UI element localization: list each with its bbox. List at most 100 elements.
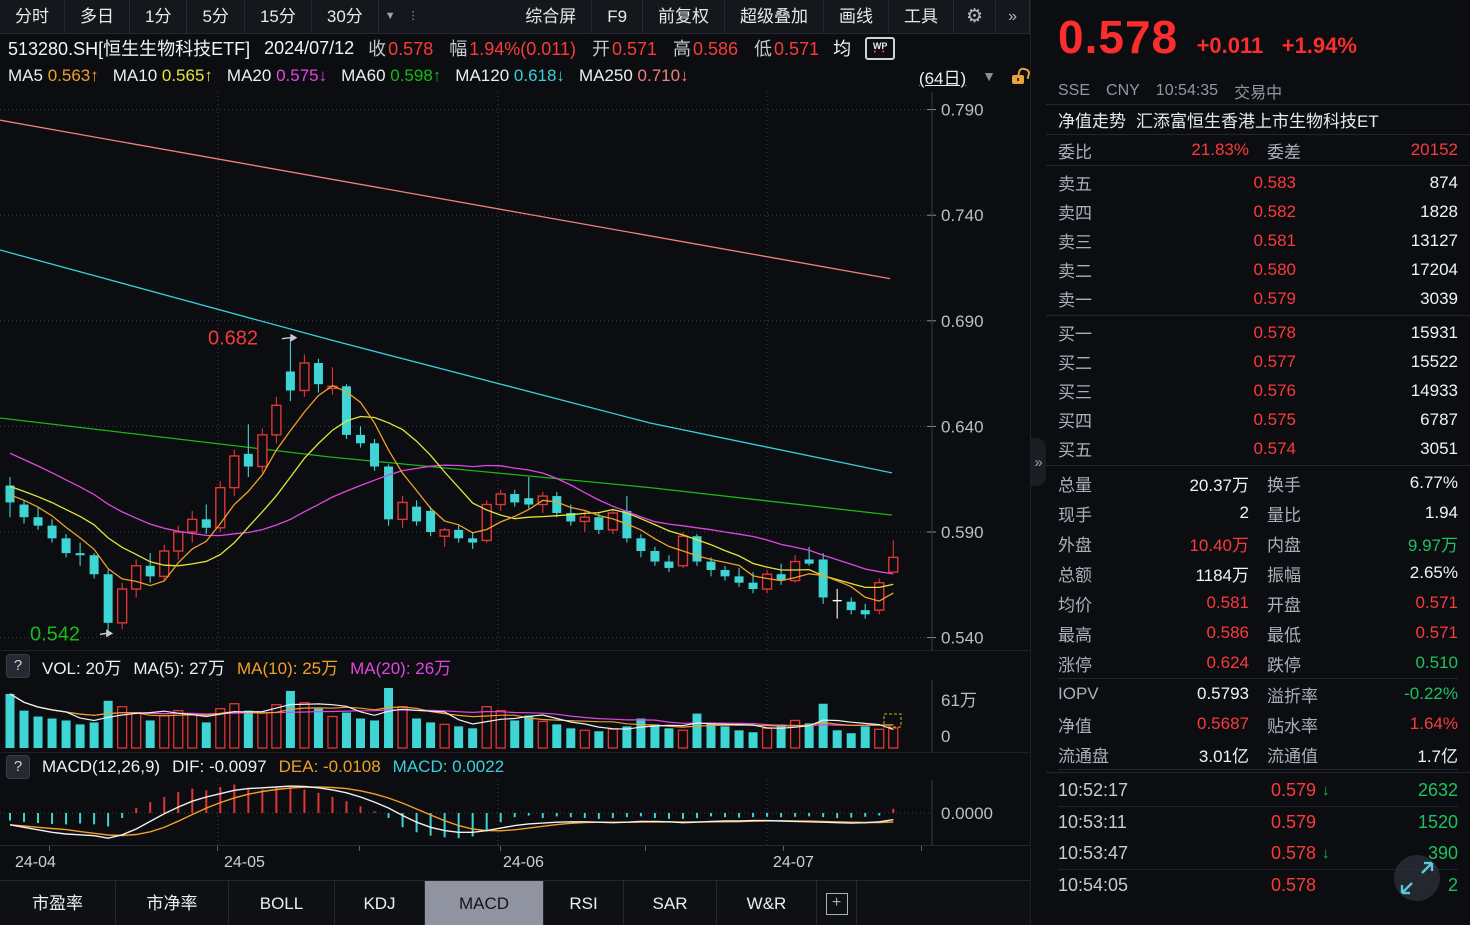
ask-row-卖五[interactable]: 卖五 0.583 874 bbox=[1058, 168, 1458, 197]
ma-window-dropdown[interactable]: (64日) bbox=[918, 68, 967, 88]
tick-time: 10:52:17 bbox=[1058, 780, 1129, 800]
x-axis-tick bbox=[500, 846, 501, 851]
level-price: 0.580 bbox=[1253, 259, 1296, 279]
stat-label: IOPV bbox=[1058, 684, 1099, 703]
avg-toggle[interactable]: 均 bbox=[833, 39, 852, 59]
quote-label: 低 bbox=[754, 39, 773, 59]
stat-label: 总量 bbox=[1058, 475, 1092, 495]
tick-row[interactable]: 10:53:11 0.579 1520 bbox=[1058, 807, 1458, 838]
x-axis-label: 24-04 bbox=[15, 854, 56, 871]
tab-市盈率[interactable]: 市盈率 bbox=[0, 881, 116, 925]
tab-KDJ[interactable]: KDJ bbox=[335, 881, 425, 925]
volume-chart[interactable]: 61万 0 bbox=[0, 680, 1030, 752]
toolbar-button-超级叠加[interactable]: 超级叠加 bbox=[725, 0, 825, 33]
candlestick-chart[interactable]: 0.790 0.740 0.690 0.640 0.590 0.540 0.682 0.542 bbox=[0, 92, 1030, 650]
nav-fund-row[interactable]: 净值走势 汇添富恒生香港上市生物科技ET bbox=[1046, 105, 1470, 135]
tab-MACD[interactable]: MACD bbox=[425, 881, 544, 925]
level-label: 买五 bbox=[1058, 441, 1092, 460]
stat-value: 6.77% bbox=[1409, 473, 1458, 492]
tab-BOLL[interactable]: BOLL bbox=[229, 881, 335, 925]
vol-legend-MA20: MA(20): 26万 bbox=[350, 658, 452, 678]
tab-SAR[interactable]: SAR bbox=[624, 881, 717, 925]
chevron-down-icon[interactable]: ▼ bbox=[982, 68, 996, 84]
tick-row[interactable]: 10:54:05 0.578 2 bbox=[1058, 870, 1458, 901]
tick-row[interactable]: 10:52:17 0.579 ↓ 2632 bbox=[1058, 775, 1458, 807]
x-axis-tick bbox=[645, 846, 646, 851]
add-indicator-button[interactable]: + bbox=[817, 881, 857, 925]
period-tab-30分[interactable]: 30分 bbox=[312, 0, 379, 33]
bid-levels: 买一 0.578 15931 买二 0.577 15522 买三 0.576 14933 买四 0.… bbox=[1046, 316, 1470, 466]
unlock-icon[interactable] bbox=[1012, 66, 1032, 85]
price-change-pct: +1.94% bbox=[1281, 33, 1357, 58]
level-label: 买二 bbox=[1058, 354, 1092, 373]
svg-text:0.590: 0.590 bbox=[941, 523, 984, 542]
period-tab-分时[interactable]: 分时 bbox=[0, 0, 65, 33]
stat-label: 外盘 bbox=[1058, 535, 1092, 555]
macd-legend-bar: ? MACD(12,26,9) DIF: -0.0097 DEA: -0.0108 M… bbox=[0, 752, 1036, 781]
tab-市净率[interactable]: 市净率 bbox=[116, 881, 229, 925]
x-axis-label: 24-05 bbox=[224, 854, 265, 871]
stat-row: 外盘 10.40万 内盘 9.97万 bbox=[1058, 528, 1458, 558]
help-icon[interactable]: ? bbox=[6, 755, 30, 779]
ask-row-卖二[interactable]: 卖二 0.580 17204 bbox=[1058, 255, 1458, 284]
stat-value: 0.586 bbox=[1206, 623, 1249, 642]
toolbar-button-F9[interactable]: F9 bbox=[592, 0, 644, 33]
more-options-icon[interactable]: ⋮ bbox=[407, 10, 419, 22]
ask-row-卖三[interactable]: 卖三 0.581 13127 bbox=[1058, 226, 1458, 255]
chevron-more-icon[interactable]: » bbox=[996, 0, 1030, 33]
stat-value: 0.5687 bbox=[1197, 714, 1249, 733]
price-annotation: 0.542 bbox=[30, 623, 80, 645]
bid-row-买一[interactable]: 买一 0.578 15931 bbox=[1058, 318, 1458, 347]
ma-value: 0.598↑ bbox=[390, 66, 442, 85]
macd-legend-DIF: DIF: -0.0097 bbox=[172, 757, 267, 776]
macd-chart[interactable]: 0.0000 bbox=[0, 780, 1030, 845]
period-tab-多日[interactable]: 多日 bbox=[65, 0, 130, 33]
toolbar-button-工具[interactable]: 工具 bbox=[889, 0, 955, 33]
tab-W&R[interactable]: W&R bbox=[717, 881, 817, 925]
period-tab-5分[interactable]: 5分 bbox=[187, 0, 245, 33]
stat-value: 1.94 bbox=[1424, 503, 1458, 522]
panel-collapse-handle[interactable]: » bbox=[1031, 438, 1046, 486]
weicha-value: 20152 bbox=[1410, 140, 1458, 159]
stat-跌停: 跌停 0.510 bbox=[1267, 651, 1458, 676]
help-icon[interactable]: ? bbox=[6, 654, 30, 678]
toolbar-button-画线[interactable]: 画线 bbox=[824, 0, 890, 33]
period-dropdown-icon[interactable]: ▼ bbox=[384, 10, 396, 22]
ask-row-卖四[interactable]: 卖四 0.582 1828 bbox=[1058, 197, 1458, 226]
toolbar-button-前复权[interactable]: 前复权 bbox=[643, 0, 726, 33]
stat-内盘: 内盘 9.97万 bbox=[1267, 531, 1458, 556]
chart-section: 分时 多日 1分 5分 15分 30分 ▼ ⋮ 综合屏 F9 前复权 超级叠加 画线 工具 ⚙» 5132… bbox=[0, 0, 1038, 925]
weibi-value: 21.83% bbox=[1191, 140, 1249, 159]
svg-text:61万: 61万 bbox=[941, 691, 977, 710]
period-tab-1分[interactable]: 1分 bbox=[130, 0, 188, 33]
bid-row-买五[interactable]: 买五 0.574 3051 bbox=[1058, 434, 1458, 463]
bid-row-买二[interactable]: 买二 0.577 15522 bbox=[1058, 347, 1458, 376]
tick-price: 0.578 bbox=[1270, 875, 1316, 895]
stat-value: 0.581 bbox=[1206, 593, 1249, 612]
stat-label: 流通值 bbox=[1267, 746, 1318, 766]
wp-monitor-icon[interactable]: WP • • bbox=[865, 36, 896, 60]
macd-legend-MACD12,26,9: MACD(12,26,9) bbox=[42, 757, 161, 776]
ma-label: MA60 bbox=[341, 66, 391, 85]
toolbar-button-综合屏[interactable]: 综合屏 bbox=[510, 0, 593, 33]
x-axis-label: 24-07 bbox=[773, 854, 814, 871]
tab-RSI[interactable]: RSI bbox=[544, 881, 624, 925]
stat-label: 流通盘 bbox=[1058, 746, 1109, 766]
stat-溢折率: 溢折率 -0.22% bbox=[1267, 682, 1458, 707]
bid-row-买四[interactable]: 买四 0.575 6787 bbox=[1058, 405, 1458, 434]
x-axis-label: 24-06 bbox=[503, 854, 544, 871]
stat-value: 10.40万 bbox=[1189, 535, 1249, 555]
period-tab-15分[interactable]: 15分 bbox=[245, 0, 312, 33]
expand-icon[interactable] bbox=[1394, 855, 1440, 901]
gear-icon[interactable]: ⚙ bbox=[954, 0, 997, 33]
level-price: 0.579 bbox=[1253, 288, 1296, 308]
stat-value: 9.97万 bbox=[1407, 535, 1458, 555]
ask-row-卖一[interactable]: 卖一 0.579 3039 bbox=[1058, 284, 1458, 313]
bid-row-买三[interactable]: 买三 0.576 14933 bbox=[1058, 376, 1458, 405]
tick-row[interactable]: 10:53:47 0.578 ↓ 390 bbox=[1058, 838, 1458, 870]
stat-row: 总量 20.37万 换手 6.77% bbox=[1058, 468, 1458, 498]
tick-time: 10:53:47 bbox=[1058, 843, 1129, 863]
level-label: 买一 bbox=[1058, 325, 1092, 344]
ma-legend-bar: MA5 0.563↑ MA10 0.565↑ MA20 0.575↓ MA60 0.5… bbox=[0, 62, 1038, 90]
